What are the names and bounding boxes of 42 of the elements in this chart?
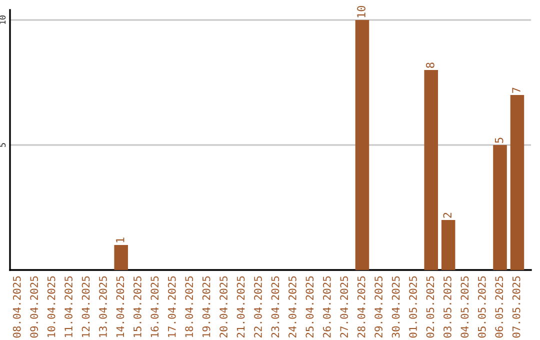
x-tick-label: 10.04.2025 bbox=[47, 276, 56, 338]
x-tick-label: 11.04.2025 bbox=[64, 276, 72, 338]
bar bbox=[510, 95, 524, 270]
x-tick-label: 15.04.2025 bbox=[133, 276, 142, 338]
data-label: 7 bbox=[512, 88, 520, 93]
x-tick-label: 05.05.2025 bbox=[478, 276, 486, 338]
bar bbox=[355, 20, 370, 270]
x-tick-label: 27.04.2025 bbox=[340, 276, 348, 338]
x-tick-label: 18.04.2025 bbox=[185, 276, 194, 338]
x-tick-label: 21.04.2025 bbox=[236, 276, 245, 338]
x-tick-label: 02.05.2025 bbox=[426, 276, 434, 338]
x-tick-label: 08.04.2025 bbox=[12, 276, 21, 338]
x-tick-label: 24.04.2025 bbox=[288, 276, 296, 338]
bar bbox=[424, 70, 438, 270]
x-tick-label: 14.04.2025 bbox=[116, 276, 124, 338]
x-tick-label: 28.04.2025 bbox=[357, 276, 366, 338]
data-label: 5 bbox=[494, 138, 504, 143]
x-tick-label: 26.04.2025 bbox=[322, 276, 331, 338]
x-tick-label: 12.04.2025 bbox=[82, 276, 90, 338]
x-tick-label: 06.05.2025 bbox=[495, 276, 504, 338]
x-tick-label: 04.05.2025 bbox=[460, 276, 469, 338]
data-label: 10 bbox=[357, 6, 366, 18]
x-tick-label: 30.04.2025 bbox=[392, 276, 400, 338]
x-tick-label: 13.04.2025 bbox=[99, 276, 107, 338]
x-tick-label: 16.04.2025 bbox=[150, 276, 159, 338]
x-tick-label: 20.04.2025 bbox=[220, 276, 228, 338]
x-tick-label: 09.04.2025 bbox=[30, 276, 38, 338]
x-tick-label: 22.04.2025 bbox=[254, 276, 262, 338]
data-label: 8 bbox=[426, 62, 434, 68]
bar bbox=[493, 145, 507, 270]
x-tick-label: 01.05.2025 bbox=[409, 276, 417, 338]
x-tick-label: 17.04.2025 bbox=[168, 276, 176, 338]
x-tick-label: 07.05.2025 bbox=[512, 276, 520, 338]
x-tick-label: 03.05.2025 bbox=[444, 276, 452, 338]
bar bbox=[114, 245, 128, 270]
bar bbox=[441, 220, 456, 270]
x-tick-label: 19.04.2025 bbox=[202, 276, 210, 338]
x-tick-label: 25.04.2025 bbox=[306, 276, 314, 338]
data-label: 2 bbox=[443, 212, 452, 218]
data-label: 1 bbox=[116, 238, 124, 242]
x-tick-label: 29.04.2025 bbox=[374, 276, 382, 338]
x-tick-label: 23.04.2025 bbox=[271, 276, 280, 338]
